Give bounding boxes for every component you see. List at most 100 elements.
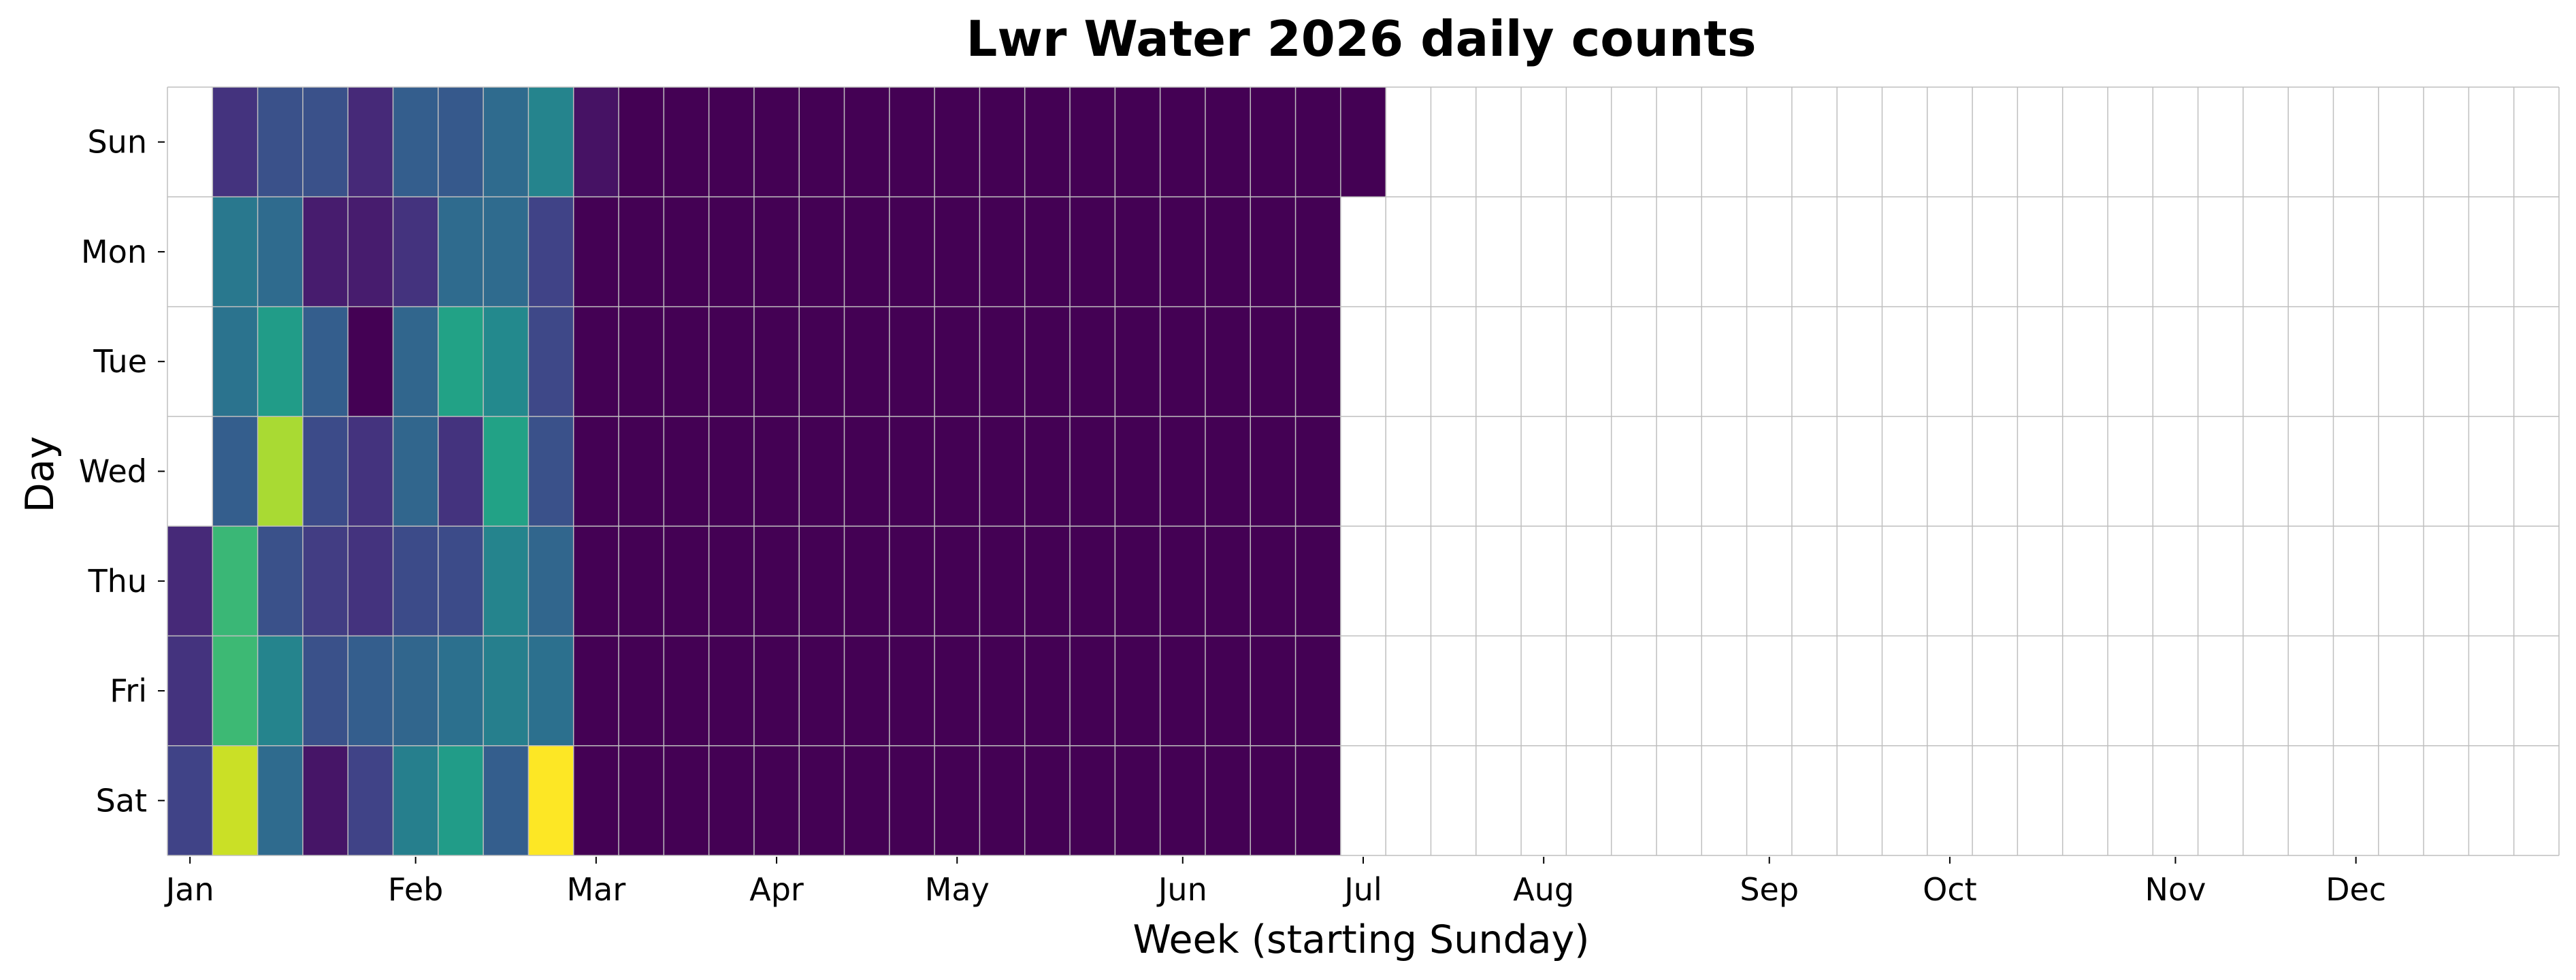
heatmap-cell — [708, 745, 755, 856]
heatmap-cell — [1115, 416, 1161, 527]
heatmap-cell — [619, 526, 664, 636]
x-tick-label: Jun — [1156, 871, 1207, 908]
heatmap-cell — [302, 197, 348, 308]
heatmap-cell — [934, 197, 980, 308]
heatmap-cell — [167, 526, 213, 636]
y-tick-label: Thu — [88, 563, 147, 600]
heatmap-cell — [438, 197, 484, 308]
heatmap-cell — [1115, 745, 1161, 856]
heatmap-cell — [1250, 745, 1297, 856]
heatmap-cell — [1024, 87, 1071, 197]
heatmap-cell — [708, 416, 755, 527]
x-tick-label: Mar — [566, 871, 625, 908]
heatmap-cell — [257, 197, 304, 308]
heatmap-cell — [708, 636, 755, 747]
heatmap-cell — [348, 636, 394, 747]
x-tick-label: Jan — [164, 871, 214, 908]
heatmap-cell — [1024, 636, 1071, 747]
heatmap-cell — [573, 197, 619, 308]
heatmap-cell — [664, 745, 710, 856]
heatmap-cell — [212, 745, 259, 856]
heatmap-cell — [257, 306, 304, 417]
y-tick-label: Tue — [93, 343, 147, 380]
heatmap-cell — [979, 416, 1026, 527]
heatmap-cell — [393, 416, 439, 527]
heatmap-cell — [664, 197, 710, 308]
y-tick-label: Wed — [79, 453, 147, 490]
heatmap-cell — [257, 745, 304, 856]
x-tick-label: Feb — [388, 871, 443, 908]
heatmap-cell — [483, 745, 529, 856]
heatmap-cell — [1070, 636, 1115, 747]
heatmap-cell — [619, 87, 664, 197]
heatmap-cell — [528, 526, 574, 636]
heatmap-cell — [212, 197, 259, 308]
heatmap-cell — [844, 416, 890, 527]
heatmap-cell — [934, 745, 980, 856]
heatmap-cell — [393, 526, 439, 636]
heatmap-cell — [483, 526, 529, 636]
heatmap-cell — [1115, 526, 1161, 636]
heatmap-cell — [979, 745, 1026, 856]
heatmap-cell — [167, 745, 213, 856]
heatmap-cell — [438, 87, 484, 197]
y-tick-label: Sun — [87, 124, 147, 161]
heatmap-cell — [619, 745, 664, 856]
heatmap-cell — [979, 526, 1026, 636]
heatmap-cell — [257, 526, 304, 636]
heatmap-cell — [1205, 636, 1251, 747]
heatmap-cell — [1070, 526, 1115, 636]
heatmap-cell — [393, 197, 439, 308]
heatmap-cell — [753, 197, 800, 308]
heatmap-cell — [348, 197, 394, 308]
heatmap-cell — [302, 416, 348, 527]
heatmap-cell — [1295, 636, 1341, 747]
x-tick-label: Aug — [1513, 871, 1574, 908]
heatmap-cell — [844, 526, 890, 636]
heatmap-cell — [1115, 87, 1161, 197]
x-tick-label: Apr — [749, 871, 804, 908]
heatmap-cell — [257, 87, 304, 197]
heatmap-cell — [664, 526, 710, 636]
heatmap-cell — [799, 306, 845, 417]
heatmap-cell — [1205, 197, 1251, 308]
heatmap-cell — [438, 526, 484, 636]
heatmap-cell — [799, 416, 845, 527]
heatmap-cell — [1070, 416, 1115, 527]
heatmap-cell — [1250, 526, 1297, 636]
y-axis-label: Day — [18, 436, 63, 513]
heatmap-cell — [1295, 416, 1341, 527]
heatmap-cell — [844, 87, 890, 197]
chart-title: Lwr Water 2026 daily counts — [966, 10, 1756, 67]
heatmap-cell — [1250, 416, 1297, 527]
heatmap-cell — [348, 306, 394, 417]
heatmap-cell — [1250, 636, 1297, 747]
heatmap-cell — [483, 306, 529, 417]
heatmap-cell — [708, 197, 755, 308]
heatmap-cell — [1024, 306, 1071, 417]
x-tick-label: Nov — [2145, 871, 2206, 908]
heatmap-cell — [573, 306, 619, 417]
heatmap-cell — [483, 636, 529, 747]
heatmap-cell — [799, 745, 845, 856]
heatmap-cell — [1024, 197, 1071, 308]
x-tick-label: Dec — [2326, 871, 2386, 908]
heatmap-cell — [753, 745, 800, 856]
heatmap-cell — [1250, 87, 1297, 197]
heatmap-cell — [302, 87, 348, 197]
heatmap-cell — [438, 416, 484, 527]
heatmap-cells — [167, 87, 1386, 856]
heatmap-cell — [799, 87, 845, 197]
heatmap-cell — [1024, 416, 1071, 527]
x-tick-label: Sep — [1740, 871, 1799, 908]
heatmap-cell — [844, 197, 890, 308]
x-axis-label: Week (starting Sunday) — [1132, 917, 1589, 962]
heatmap-cell — [573, 745, 619, 856]
heatmap-cell — [393, 745, 439, 856]
heatmap-cell — [664, 87, 710, 197]
heatmap-cell — [212, 87, 259, 197]
heatmap-cell — [302, 526, 348, 636]
heatmap-cell — [1205, 745, 1251, 856]
heatmap-cell — [753, 87, 800, 197]
heatmap-cell — [1115, 636, 1161, 747]
